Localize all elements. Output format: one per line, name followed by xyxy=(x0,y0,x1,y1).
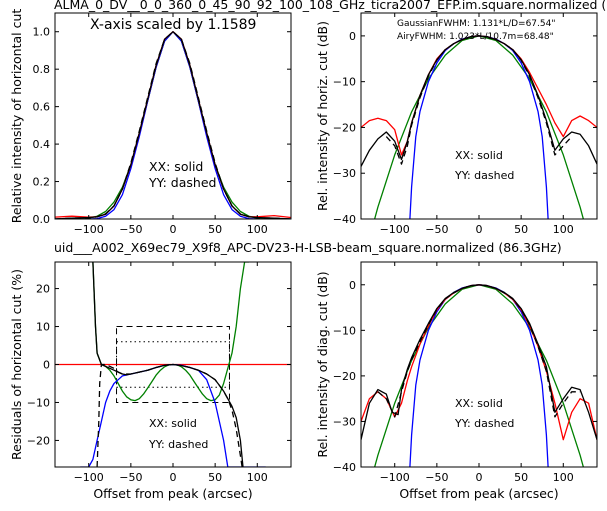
x-tick-label: 0 xyxy=(170,223,177,236)
series-blue-solid xyxy=(409,284,549,467)
x-axis-label: Offset from peak (arcsec) xyxy=(93,486,252,501)
annotation-xx-solid: XX: solid xyxy=(149,417,197,430)
x-tick-label: −50 xyxy=(119,471,142,484)
series-green-solid xyxy=(55,31,291,219)
y-tick-label: −10 xyxy=(27,396,50,409)
annotation-xx-solid: XX: solid xyxy=(455,397,503,410)
y-axis-label: Rel. intensity of diag. cut (dB) xyxy=(315,271,330,457)
x-tick-label: 0 xyxy=(170,471,177,484)
y-tick-label: 0.6 xyxy=(33,101,51,114)
legend-airy-fwhm: AiryFWHM: 1.023*L/10.7m=68.48" xyxy=(397,32,554,42)
x-tick-label: 100 xyxy=(247,471,268,484)
y-tick-label: 0 xyxy=(43,359,50,372)
y-tick-label: −20 xyxy=(27,434,50,447)
series-black-solid xyxy=(55,31,291,219)
axes-frame xyxy=(360,261,598,468)
x-tick-label: 50 xyxy=(514,471,528,484)
axes-frame xyxy=(360,12,598,220)
series-black-solid xyxy=(361,284,597,440)
series-black-dashed xyxy=(96,363,243,467)
x-tick-label: −50 xyxy=(425,471,448,484)
series-blue-solid xyxy=(409,35,549,219)
y-tick-label: −10 xyxy=(333,324,356,337)
y-tick-label: 0.8 xyxy=(33,63,51,76)
x-tick-label: −100 xyxy=(380,223,410,236)
annotation-yy-dashed: YY: dashed xyxy=(148,175,216,190)
x-tick-label: −50 xyxy=(119,223,142,236)
y-axis-label: Rel. intensity of horiz. cut (dB) xyxy=(315,21,330,211)
series-black-dashed xyxy=(377,284,581,418)
y-tick-label: 10 xyxy=(36,321,50,334)
x-tick-label: 50 xyxy=(208,223,222,236)
y-tick-label: −10 xyxy=(333,76,356,89)
y-tick-label: −30 xyxy=(333,415,356,428)
y-tick-label: −30 xyxy=(333,167,356,180)
series-black-solid xyxy=(361,35,597,167)
plot-area xyxy=(361,284,597,467)
y-tick-label: −20 xyxy=(333,121,356,134)
x-tick-label: −50 xyxy=(425,223,448,236)
y-tick-label: 0.0 xyxy=(33,213,51,226)
y-tick-label: 0 xyxy=(349,279,356,292)
x-tick-label: 100 xyxy=(553,223,574,236)
annotation-yy-dashed: YY: dashed xyxy=(454,417,514,430)
annotation-xx-solid: XX: solid xyxy=(455,149,503,162)
y-axis-label: Relative intensity of horizontal cut xyxy=(9,9,24,224)
x-tick-label: 100 xyxy=(553,471,574,484)
y-tick-label: 0.4 xyxy=(33,138,51,151)
y-tick-label: −20 xyxy=(333,370,356,383)
panel-horizontal-cut-db: GaussianFWHM: 1.131*L/D=67.54" AiryFWHM:… xyxy=(315,12,598,236)
panel-horizontal-cut-linear: X-axis scaled by 1.1589 XX: solid YY: da… xyxy=(9,9,292,236)
series-blue-solid xyxy=(80,363,266,467)
series-blue-solid xyxy=(55,31,291,219)
y-tick-label: −40 xyxy=(333,213,356,226)
plot-area xyxy=(55,31,291,219)
x-tick-label: −100 xyxy=(74,223,104,236)
figure-title: ALMA_0_DV__0_0_360_0_45_90_92_100_108_GH… xyxy=(54,0,606,12)
x-tick-label: −100 xyxy=(74,471,104,484)
plot-area xyxy=(361,35,597,219)
x-axis-label: Offset from peak (arcsec) xyxy=(399,486,558,501)
y-tick-label: 0.2 xyxy=(33,176,51,189)
scale-note: X-axis scaled by 1.1589 xyxy=(90,17,256,33)
x-tick-label: 50 xyxy=(514,223,528,236)
x-tick-label: 50 xyxy=(208,471,222,484)
annotation-yy-dashed: YY: dashed xyxy=(454,169,514,182)
y-axis-label: Residuals of horizontal cut (%) xyxy=(9,269,24,460)
plot-area xyxy=(55,262,291,467)
legend-gaussian-fwhm: GaussianFWHM: 1.131*L/D=67.54" xyxy=(397,19,555,29)
panel-diagonal-cut-db: XX: solid YY: dashed −100 −50 0 50 100−40−30… xyxy=(315,261,598,501)
y-tick-label: 20 xyxy=(36,283,50,296)
y-tick-label: 1.0 xyxy=(33,26,51,39)
y-tick-label: −40 xyxy=(333,461,356,474)
x-tick-label: 0 xyxy=(476,471,483,484)
x-tick-label: 100 xyxy=(247,223,268,236)
y-tick-label: 0 xyxy=(349,30,356,43)
series-black-dashed xyxy=(55,31,291,219)
panel-residuals-horizontal: XX: solid YY: dashed −100 −50 0 50 100−20−10… xyxy=(9,261,292,501)
comparison-title: uid___A002_X69ec79_X9f8_APC-DV23-H-LSB-b… xyxy=(54,240,562,255)
x-tick-label: 0 xyxy=(476,223,483,236)
annotation-xx-solid: XX: solid xyxy=(149,159,203,174)
series-red-solid xyxy=(361,35,597,156)
x-tick-label: −100 xyxy=(380,471,410,484)
annotation-yy-dashed: YY: dashed xyxy=(148,438,208,451)
